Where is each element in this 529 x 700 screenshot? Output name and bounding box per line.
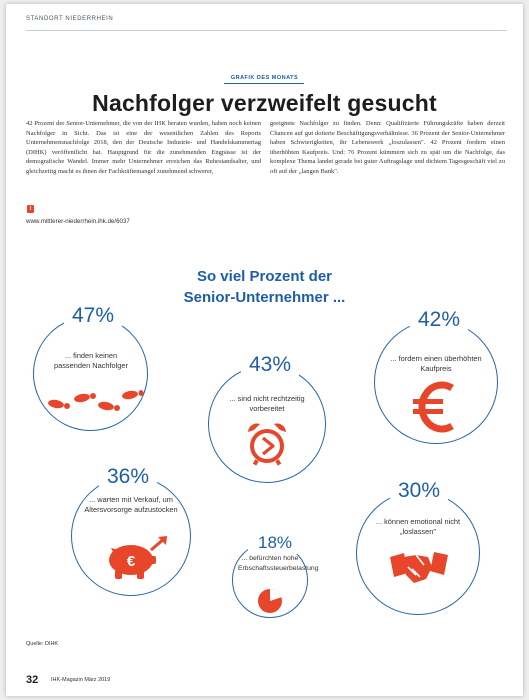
article-kicker: GRAFIK DES MONATS	[230, 75, 299, 81]
magazine-page: STANDORT NIEDERRHEIN GRAFIK DES MONATS N…	[6, 4, 523, 696]
section-divider	[26, 30, 507, 31]
stat-value: 30%	[390, 480, 448, 502]
article-link[interactable]: www.mittlerer-niederrhein.ihk.de/6037	[26, 218, 130, 225]
body-text-right: geeignete Nachfolger zu finden. Denn: Qu…	[270, 120, 505, 175]
article-headline: Nachfolger verzweifelt gesucht	[92, 90, 437, 116]
stat-caption: ... finden keinen passenden Nachfolger	[54, 351, 128, 370]
stat-caption: ... können emotional nicht „loslassen"	[375, 517, 461, 536]
piggy-bank-icon: €	[109, 536, 167, 579]
graphic-title-line-2: Senior-Unternehmer ...	[183, 289, 346, 306]
stat-caption: ... fordern einen überhöhten Kaufpreis	[390, 354, 482, 373]
stat-circle-43	[208, 365, 326, 483]
pie-chart-icon	[258, 589, 282, 613]
stat-circle-42	[374, 320, 498, 444]
magazine-footer: IHK-Magazin März 2019	[51, 677, 111, 683]
stat-value: 36%	[99, 466, 157, 488]
kicker-underline	[224, 83, 304, 84]
footprints-icon	[48, 390, 144, 411]
stat-caption: ... warten mit Verkauf, um Altersvorsorg…	[84, 495, 178, 514]
handshake-icon	[390, 552, 448, 583]
graphic-title-line-1: So viel Prozent der	[196, 268, 333, 285]
stat-circle-47	[33, 316, 148, 431]
stat-caption: ... befürchten hohe Erbschaftssteuerbela…	[238, 555, 319, 572]
page-number: 32	[26, 674, 39, 686]
stat-value: 18%	[248, 532, 302, 554]
section-label: STANDORT NIEDERRHEIN	[26, 16, 114, 22]
source-note: Quelle: DIHK	[26, 641, 59, 647]
svg-text:€: €	[127, 553, 136, 570]
stat-value: 42%	[410, 309, 468, 331]
stat-caption: ... sind nicht rechtzeitig vorbereitet	[229, 394, 305, 413]
stat-value: 47%	[64, 305, 122, 327]
body-text-left: 42 Prozent der Senior-Unternehmer, die v…	[26, 120, 261, 175]
info-icon: i	[27, 205, 34, 213]
euro-icon	[413, 381, 454, 433]
stat-circle-36	[71, 476, 191, 596]
alarm-clock-icon	[248, 423, 286, 466]
graphic-title: So viel Prozent der Senior-Unternehmer .…	[6, 266, 523, 308]
stat-value: 43%	[241, 354, 299, 376]
